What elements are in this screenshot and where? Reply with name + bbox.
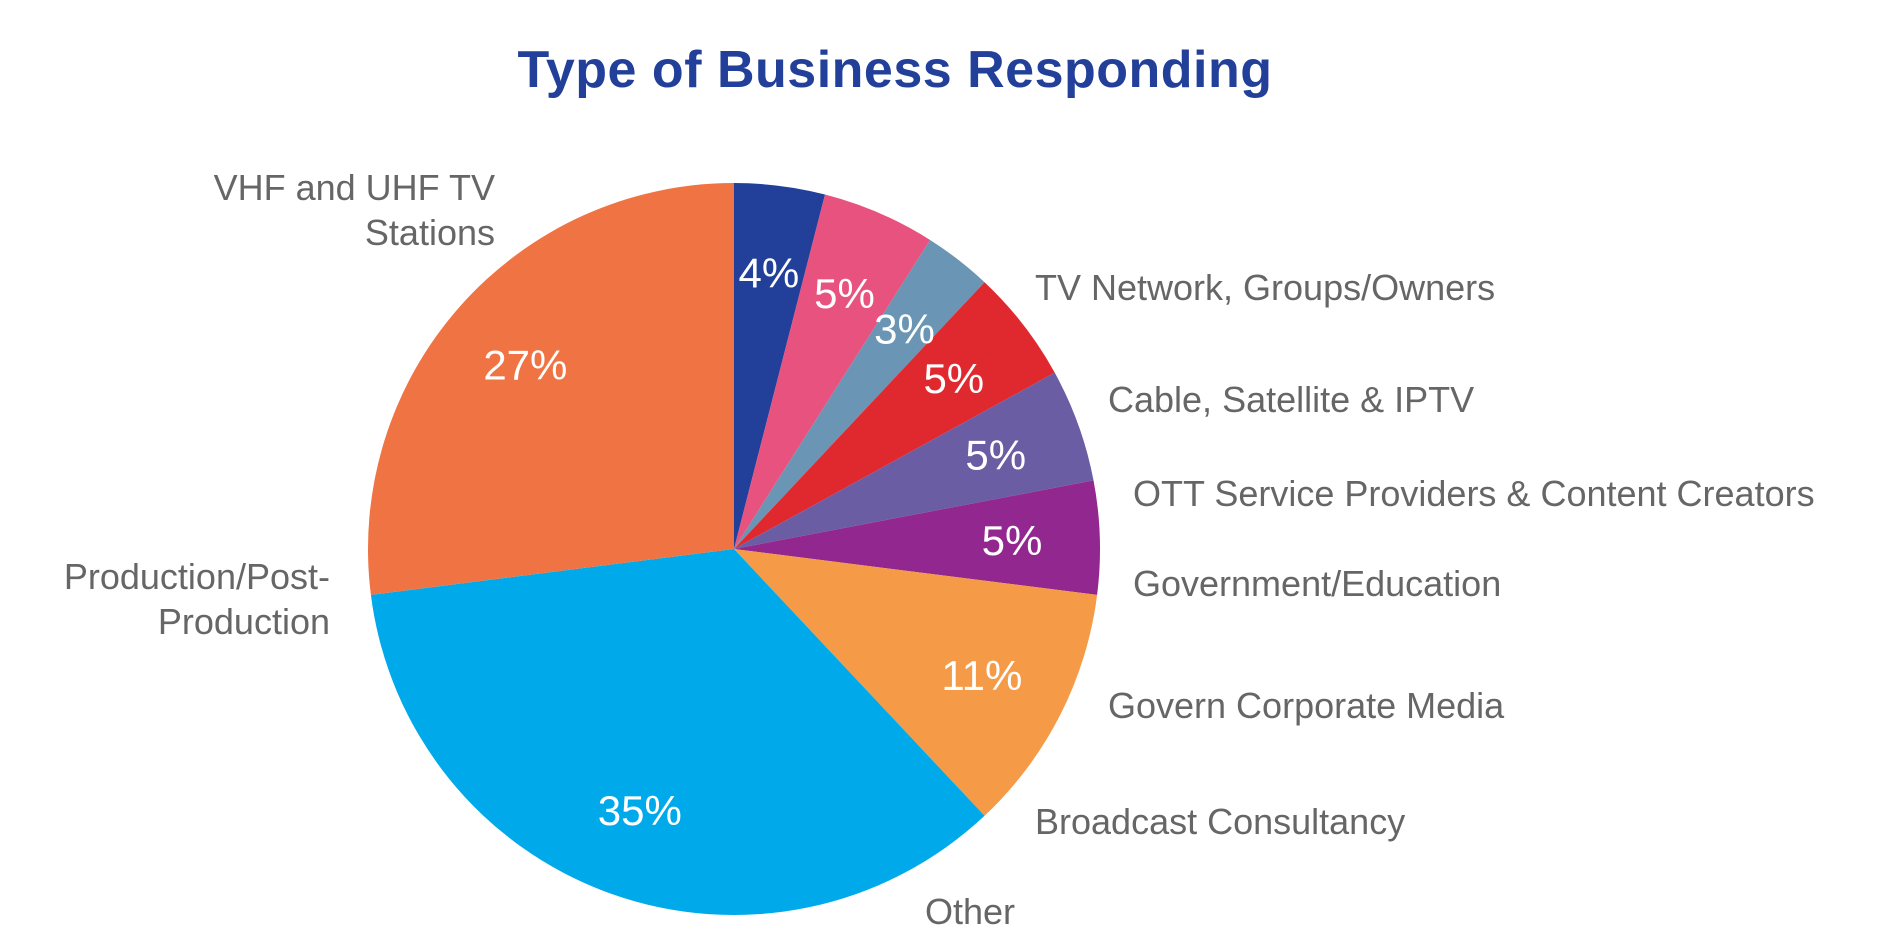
percent-label-govern-corporate-media: 5%	[965, 431, 1026, 478]
pie-slice-broadcast-consultancy	[734, 480, 1100, 595]
category-label-government-education: Government/Education	[1133, 563, 1501, 604]
percent-label-ott-service-providers-content-creators: 3%	[874, 306, 935, 353]
pie-slice-cable-satellite-iptv	[734, 194, 931, 549]
pie-slice-tv-network-groups-owners	[734, 183, 826, 549]
category-label-tv-network-groups-owners: TV Network, Groups/Owners	[1035, 267, 1495, 308]
percent-label-vhf-and-uhf-tv-stations: 27%	[483, 342, 567, 389]
chart-title: Type of Business Responding	[517, 41, 1273, 99]
pie-slice-ott-service-providers-content-creators	[734, 239, 985, 549]
category-label-vhf-and-uhf-tv-stations: VHF and UHF TV Stations	[214, 167, 495, 253]
pie-slice-production-post-production	[370, 549, 985, 915]
pie-slice-govern-corporate-media	[734, 372, 1094, 549]
pie-slice-government-education	[734, 282, 1055, 549]
percent-label-other: 11%	[941, 652, 1022, 699]
category-label-production-post-production: Production/Post-Production	[64, 556, 330, 642]
pie-slice-other	[734, 549, 1098, 816]
category-label-cable-satellite-iptv: Cable, Satellite & IPTV	[1108, 379, 1474, 420]
percent-labels: 4% 5%3%5%5%5%11%35%27%	[483, 250, 1042, 835]
category-labels: TV Network, Groups/Owners Cable, Satellit…	[64, 167, 1815, 932]
pie-slices	[367, 183, 1100, 915]
category-label-govern-corporate-media: Govern Corporate Media	[1108, 685, 1505, 726]
percent-label-broadcast-consultancy: 5%	[982, 517, 1043, 564]
percent-label-production-post-production: 35%	[598, 787, 682, 834]
category-label-ott-service-providers-content-creators: OTT Service Providers & Content Creators	[1133, 473, 1815, 514]
category-label-broadcast-consultancy: Broadcast Consultancy	[1035, 801, 1405, 842]
percent-label-government-education: 5%	[923, 355, 984, 402]
percent-label-cable-satellite-iptv: 5%	[814, 270, 875, 317]
percent-label-tv-network-groups-owners: 4%	[739, 250, 800, 297]
pie-slice-vhf-and-uhf-tv-stations	[367, 183, 734, 595]
category-label-other: Other	[925, 891, 1015, 932]
